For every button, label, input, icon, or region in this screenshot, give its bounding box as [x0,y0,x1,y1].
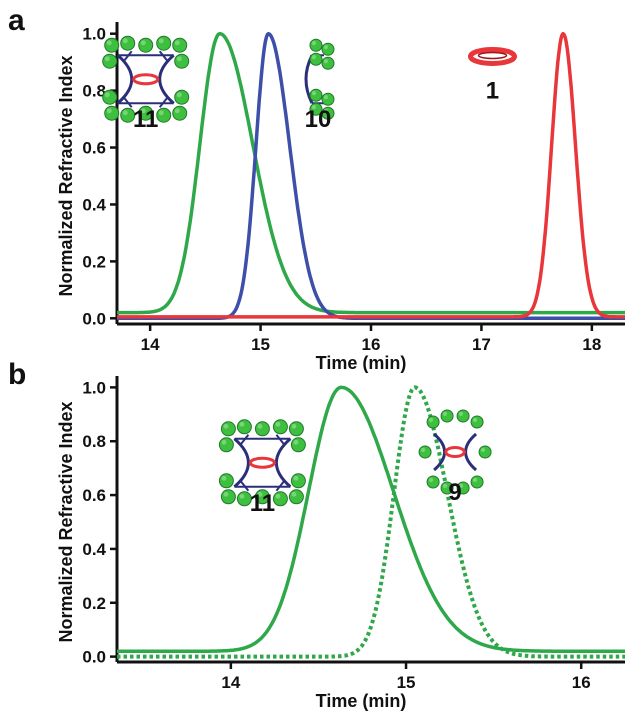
red-ring-icon [467,46,517,66]
dendrimer-ring-complex-icon [102,35,190,123]
series-line-9 [116,385,625,659]
x-tick-label: 14 [141,335,160,354]
y-tick-label: 1.0 [82,378,106,397]
y-tick-label: 0.0 [82,309,106,328]
series-line-11 [116,31,625,315]
y-tick-label: 0.0 [82,648,106,667]
y-tick-label: 0.2 [82,252,106,271]
x-tick-label: 15 [251,335,270,354]
series-line-1 [116,31,625,319]
y-tick-label: 0.8 [82,82,106,101]
compound-label: 1 [486,77,499,104]
dendrimer-linker-icon [304,38,335,120]
x-tick-label: 17 [472,335,491,354]
x-tick-label: 18 [582,335,601,354]
x-tick-label: 16 [362,335,381,354]
x-axis-label: Time (min) [316,353,407,373]
compound-label: 11 [250,490,275,517]
compound-label: 10 [305,106,332,133]
x-tick-label: 14 [221,673,240,692]
y-tick-label: 0.6 [82,139,106,158]
x-tick-label: 16 [572,673,591,692]
y-tick-label: 0.8 [82,432,106,451]
y-tick-label: 0.4 [82,195,106,214]
y-tick-label: 0.4 [82,540,106,559]
compound-label: 11 [133,106,158,133]
dendrimer-ring-complex-icon [218,419,306,507]
y-axis-label: Normalized Refractive Index [56,55,76,296]
panel-a: a 0.0 0.2 0.4 0.6 0.8 1.0 14 15 16 17 18 Time (min) N… [8,4,625,373]
x-tick-label: 15 [397,673,416,692]
y-tick-label: 1.0 [82,25,106,44]
x-axis-label: Time (min) [316,691,407,711]
y-tick-label: 0.6 [82,486,106,505]
panel-letter: b [8,358,26,391]
y-axis-label: Normalized Refractive Index [56,401,76,642]
series-line-11 [116,385,625,653]
compound-label: 9 [448,479,461,506]
panel-letter: a [8,4,25,37]
y-tick-label: 0.2 [82,594,106,613]
panel-b: b 0.0 0.2 0.4 0.6 0.8 1.0 14 15 16 Time (min) Norma… [8,358,625,711]
dendrimer-ring-small-icon [418,409,492,495]
